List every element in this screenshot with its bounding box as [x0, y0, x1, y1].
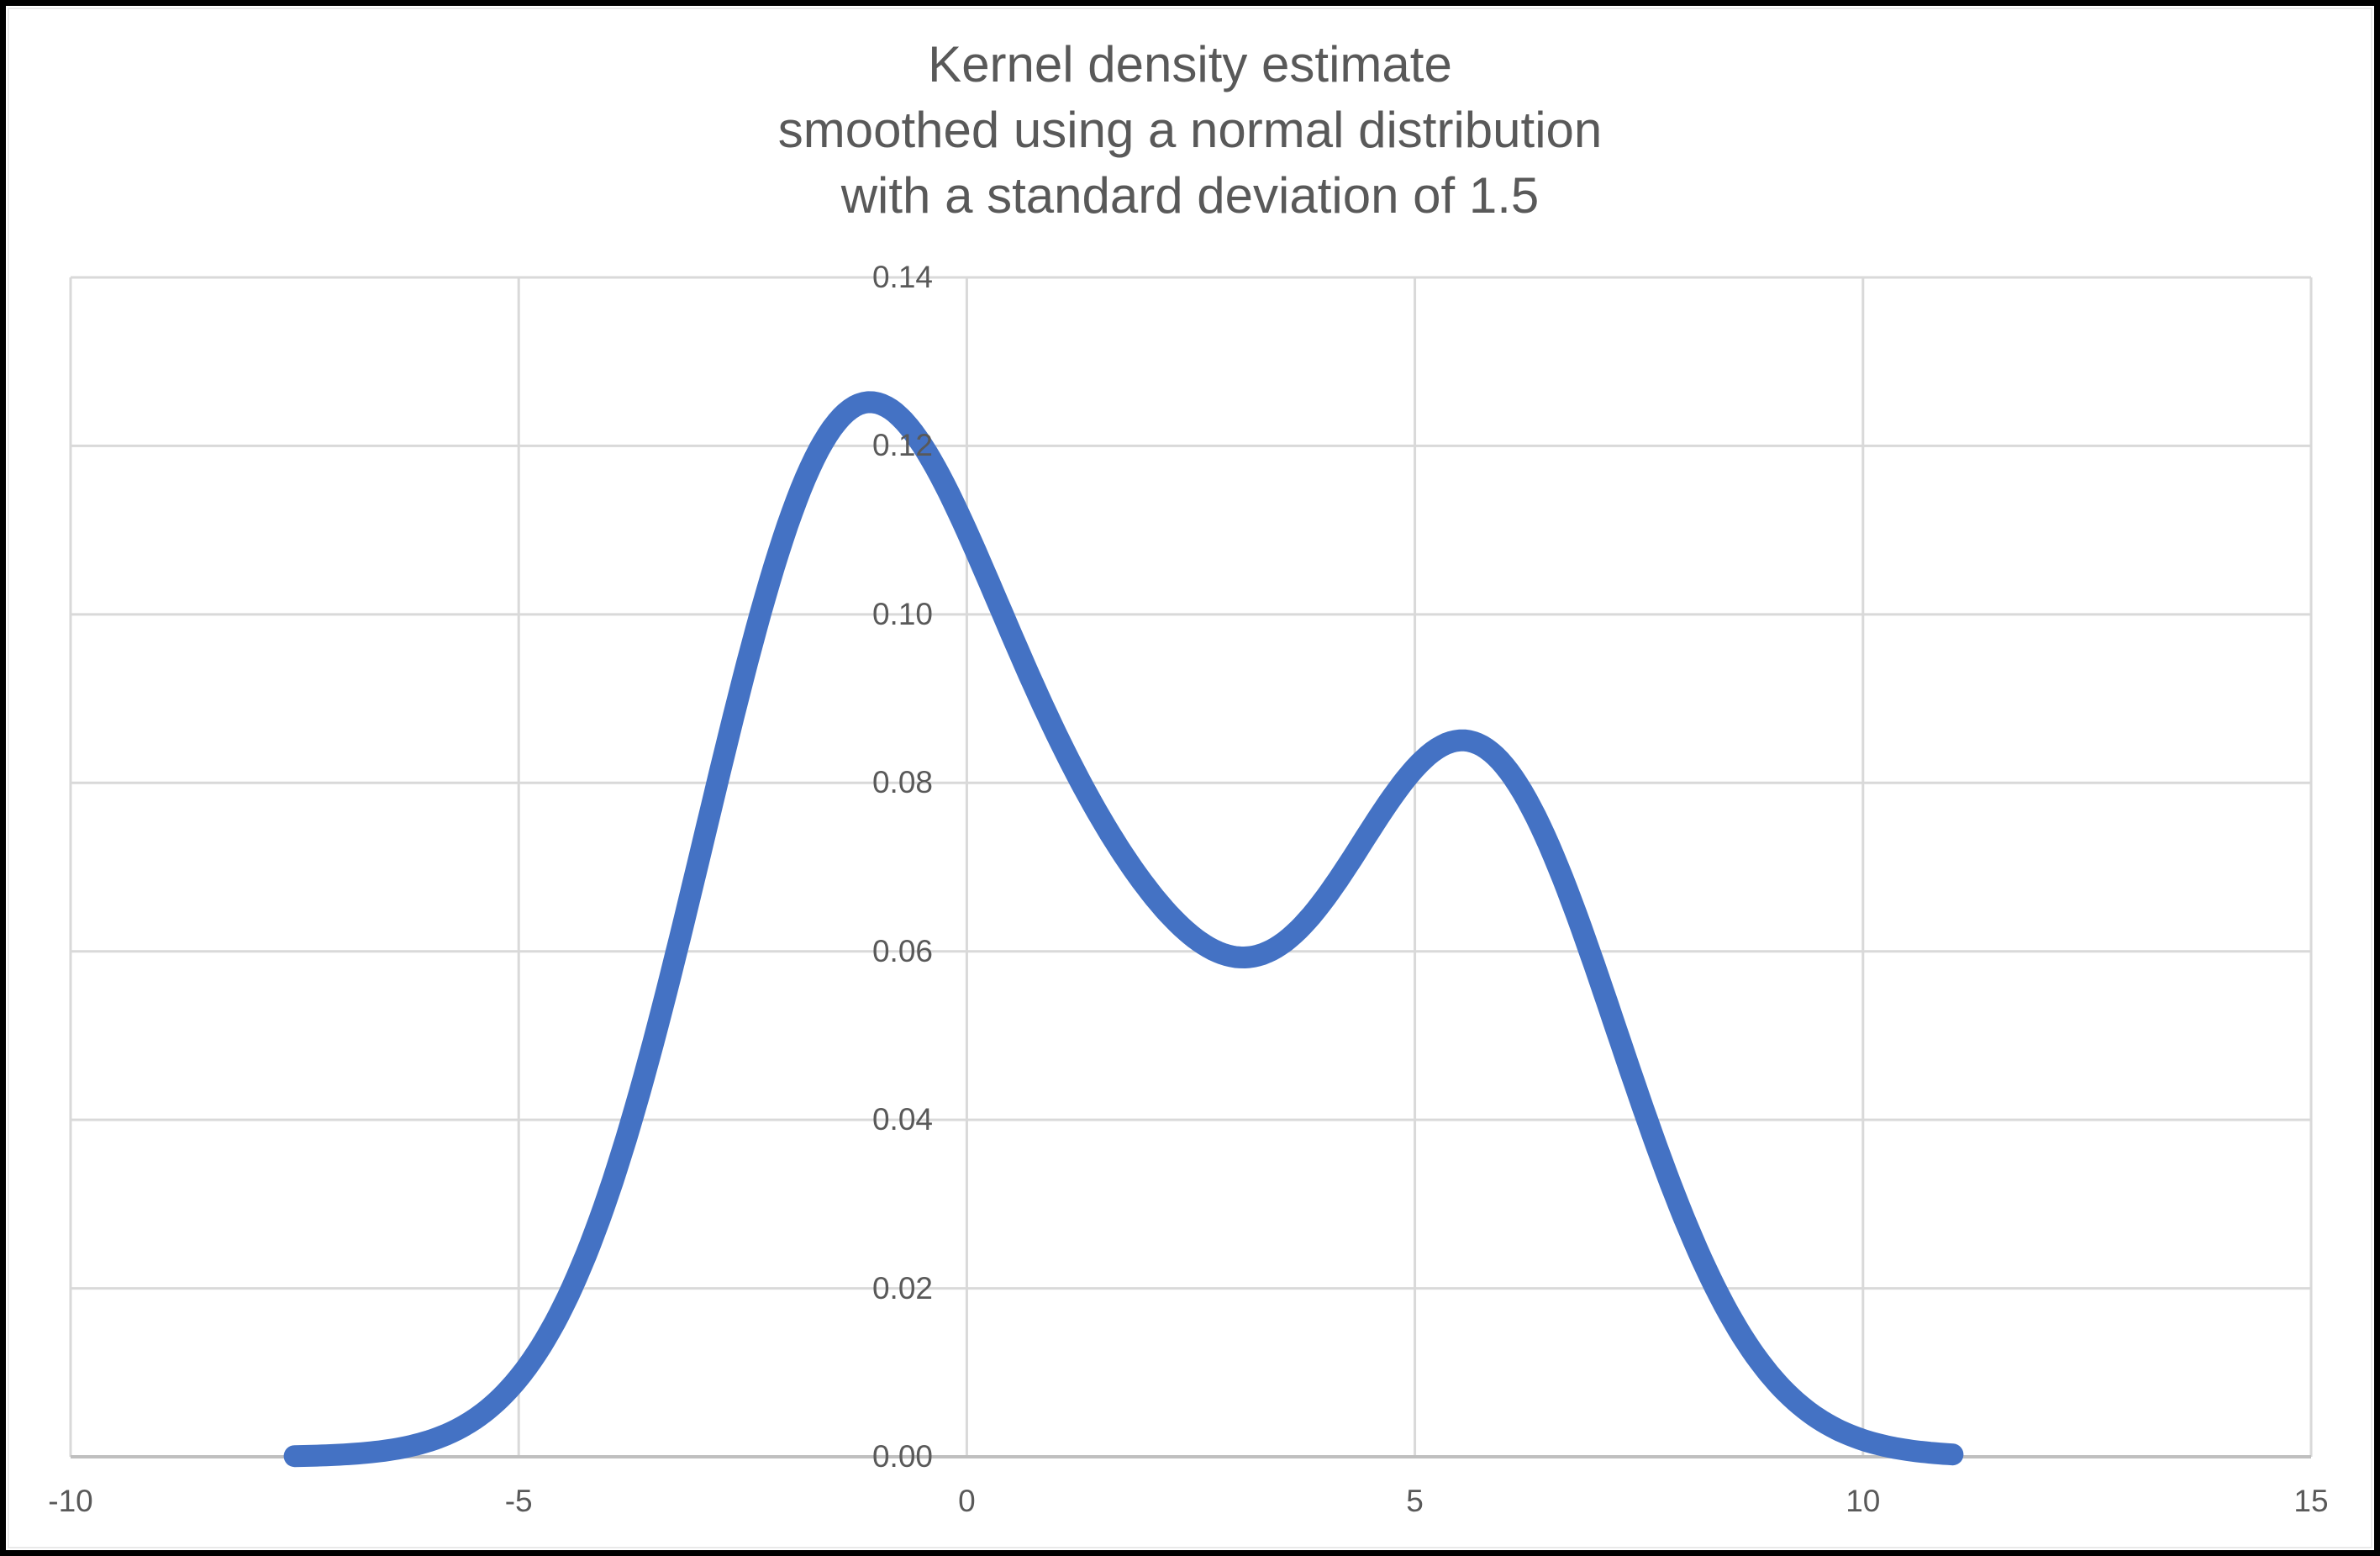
x-tick-label-10: 10: [1846, 1484, 1881, 1518]
y-tick-label-0.04: 0.04: [871, 1102, 933, 1137]
y-tick-label-0.08: 0.08: [871, 765, 933, 800]
y-tick-label-0.10: 0.10: [871, 596, 933, 631]
y-tick-label-0.14: 0.14: [871, 260, 933, 294]
x-tick-label-15: 15: [2293, 1484, 2329, 1518]
x-tick-label-5: 5: [1406, 1484, 1424, 1518]
kde-curve: [283, 391, 1964, 1468]
x-tick-label--10: -10: [48, 1484, 93, 1518]
y-tick-label-0.00: 0.00: [871, 1439, 933, 1474]
y-tick-label-0.12: 0.12: [871, 428, 933, 463]
x-tick-label-0: 0: [958, 1484, 976, 1518]
chart-title: Kernel density estimate smoothed using a…: [777, 36, 1603, 224]
y-tick-label-0.02: 0.02: [871, 1270, 933, 1305]
x-tick-label--5: -5: [504, 1484, 533, 1518]
y-tick-label-0.06: 0.06: [871, 933, 933, 968]
